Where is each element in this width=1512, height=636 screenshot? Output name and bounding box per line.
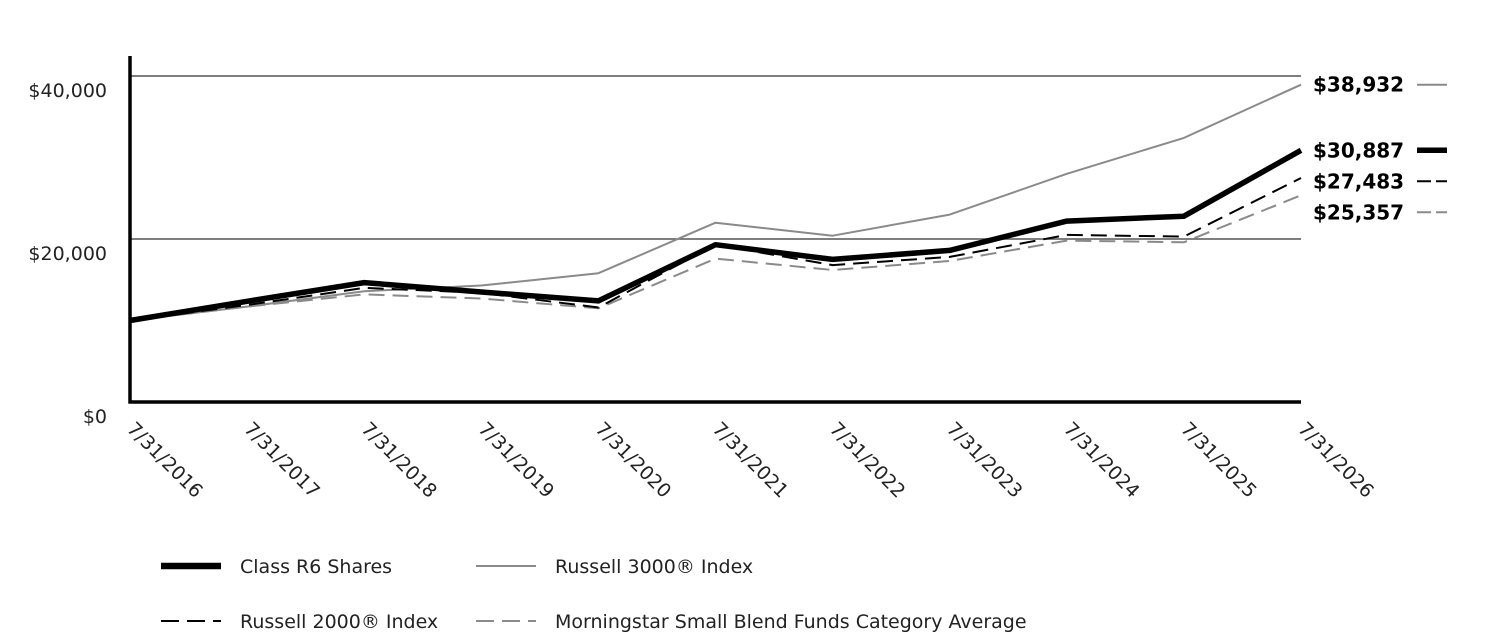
series-line-0 [129, 147, 1303, 324]
legend-label: Russell 3000® Index [555, 556, 753, 578]
end-value-label: $27,483 [1313, 169, 1404, 193]
x-tick-label: 7/31/2025 [1176, 418, 1260, 502]
x-tick-labels: 7/31/2016 7/31/2017 7/31/2018 7/31/2019 7/31… [122, 418, 1377, 502]
x-tick-label: 7/31/2023 [942, 418, 1026, 502]
series-line-3 [129, 194, 1302, 322]
legend-label: Russell 2000® Index [240, 611, 438, 633]
legend-label: Morningstar Small Blend Funds Category A… [555, 611, 1027, 633]
end-value-label: $30,887 [1313, 138, 1404, 162]
x-tick-label: 7/31/2024 [1059, 418, 1143, 502]
x-tick-label: 7/31/2022 [825, 418, 909, 502]
x-tick-label: 7/31/2017 [240, 418, 324, 502]
y-tick-label: $0 [83, 406, 107, 428]
end-value-label: $38,932 [1313, 73, 1404, 97]
x-tick-label: 7/31/2016 [122, 418, 206, 502]
x-tick-label: 7/31/2021 [708, 418, 792, 502]
series-line-1 [129, 83, 1302, 322]
y-tick-label: $20,000 [28, 243, 107, 265]
x-tick-label: 7/31/2019 [474, 418, 558, 502]
end-value-labels: $38,932 $30,887 $27,483 $25,357 [1313, 73, 1447, 224]
x-tick-label: 7/31/2026 [1293, 418, 1377, 502]
y-tick-label: $40,000 [28, 80, 107, 102]
legend-label: Class R6 Shares [240, 556, 392, 578]
y-tick-labels: $0 $20,000 $40,000 [28, 80, 107, 428]
gridlines [130, 75, 1301, 240]
x-tick-label: 7/31/2018 [357, 418, 441, 502]
x-tick-label: 7/31/2020 [591, 418, 675, 502]
legend: Class R6 Shares Russell 3000® Index Russel… [161, 556, 1027, 633]
end-value-label: $25,357 [1313, 200, 1404, 224]
axes [128, 56, 1301, 404]
series-lines [129, 83, 1303, 324]
